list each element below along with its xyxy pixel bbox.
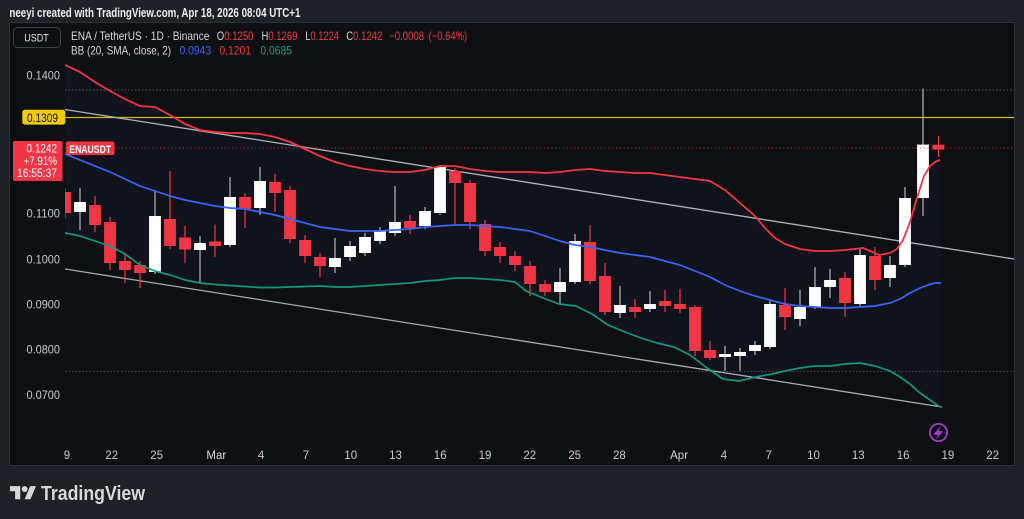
svg-text:USDT: USDT [24, 33, 49, 45]
svg-text:Mar: Mar [206, 450, 226, 462]
svg-text:0.1100: 0.1100 [27, 209, 61, 221]
svg-text:+7.91%: +7.91% [24, 154, 58, 168]
svg-text:10: 10 [807, 450, 820, 462]
svg-text:7: 7 [303, 450, 309, 462]
svg-text:O0.1250: O0.1250 [217, 29, 254, 43]
svg-text:16: 16 [897, 450, 910, 462]
svg-text:13: 13 [852, 450, 865, 462]
svg-text:C0.1242: C0.1242 [346, 29, 382, 43]
svg-text:22: 22 [523, 450, 536, 462]
svg-text:ENA / TetherUS · 1D · Binance: ENA / TetherUS · 1D · Binance [71, 29, 210, 43]
svg-text:0.1000: 0.1000 [27, 254, 61, 266]
svg-text:16:55:37: 16:55:37 [17, 166, 57, 180]
svg-text:16: 16 [434, 450, 447, 462]
svg-text:7: 7 [765, 450, 771, 462]
svg-text:(−0.64%): (−0.64%) [429, 29, 468, 43]
svg-text:−0.0008: −0.0008 [389, 29, 424, 43]
svg-text:0.0685: 0.0685 [260, 43, 292, 57]
svg-text:22: 22 [986, 450, 999, 462]
svg-text:9: 9 [64, 450, 70, 462]
svg-text:L0.1224: L0.1224 [305, 29, 339, 43]
svg-text:H0.1269: H0.1269 [262, 29, 298, 43]
svg-text:4: 4 [721, 450, 728, 462]
svg-text:ENAUSDT: ENAUSDT [69, 144, 111, 156]
svg-text:0.1309: 0.1309 [27, 111, 58, 125]
svg-text:13: 13 [389, 450, 402, 462]
svg-text:0.0900: 0.0900 [27, 300, 61, 312]
svg-text:22: 22 [105, 450, 118, 462]
svg-text:BB (20, SMA, close, 2): BB (20, SMA, close, 2) [71, 43, 171, 57]
svg-text:0.1201: 0.1201 [219, 43, 251, 57]
svg-text:10: 10 [344, 450, 357, 462]
svg-text:0.1400: 0.1400 [27, 70, 61, 82]
svg-text:0.0943: 0.0943 [180, 43, 212, 57]
svg-text:Apr: Apr [670, 450, 688, 462]
svg-text:19: 19 [479, 450, 492, 462]
svg-text:4: 4 [258, 450, 265, 462]
svg-text:25: 25 [568, 450, 581, 462]
svg-text:25: 25 [150, 450, 163, 462]
svg-text:0.0700: 0.0700 [27, 390, 61, 402]
svg-text:19: 19 [942, 450, 955, 462]
svg-text:28: 28 [613, 450, 626, 462]
svg-text:0.1242: 0.1242 [27, 142, 58, 156]
svg-text:TradingView: TradingView [41, 483, 145, 505]
svg-text:neeyi created with TradingView: neeyi created with TradingView.com, Apr … [9, 6, 300, 20]
svg-text:0.0800: 0.0800 [27, 345, 61, 357]
